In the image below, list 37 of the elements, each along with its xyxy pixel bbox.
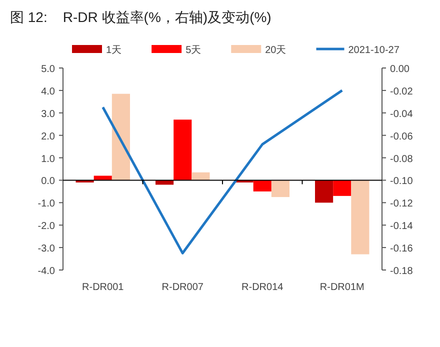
y2-tick-label: -0.18 (390, 266, 414, 277)
y-tick-label: 4.0 (41, 86, 56, 98)
y-tick-label: -3.0 (38, 244, 56, 255)
x-tick-label: R-DR001 (82, 282, 124, 293)
y-tick-label: 5.0 (41, 64, 56, 75)
y2-tick-label: -0.08 (390, 154, 414, 165)
y2-tick-label: -0.06 (390, 131, 414, 142)
y-tick-label: -2.0 (38, 221, 56, 232)
bar (315, 180, 334, 203)
bar (271, 180, 290, 198)
y2-tick-label: -0.16 (390, 244, 414, 255)
bar (253, 180, 272, 192)
x-tick-label: R-DR014 (242, 282, 284, 293)
y-tick-label: -4.0 (38, 266, 56, 277)
bar (112, 94, 130, 180)
y2-tick-label: -0.10 (390, 176, 414, 188)
line-series (102, 89, 344, 254)
y-tick-label: 1.0 (41, 154, 56, 165)
y2-tick-label: -0.02 (390, 86, 414, 98)
chart-title: 图 12: R-DR 收益率(%，右轴)及变动(%) (10, 9, 272, 25)
legend-label: 5天 (186, 45, 202, 56)
y-tick-label: 0.0 (41, 176, 56, 188)
x-tick-label: R-DR007 (162, 282, 204, 293)
y-tick-label: -1.0 (38, 198, 56, 210)
y-tick-label: 3.0 (41, 108, 56, 120)
legend-label: 1天 (106, 45, 122, 56)
bar (174, 120, 192, 180)
y2-tick-label: -0.04 (390, 108, 414, 120)
legend-label: 2021-10-27 (348, 45, 400, 56)
y2-tick-label: -0.12 (390, 198, 414, 210)
y2-tick-label: 0.00 (390, 64, 410, 75)
bar (351, 180, 370, 254)
x-tick-label: R-DR01M (320, 282, 364, 293)
y2-tick-label: -0.14 (390, 221, 414, 232)
legend-label: 20天 (265, 45, 286, 56)
bar (333, 180, 352, 196)
y-tick-label: 2.0 (41, 131, 56, 142)
